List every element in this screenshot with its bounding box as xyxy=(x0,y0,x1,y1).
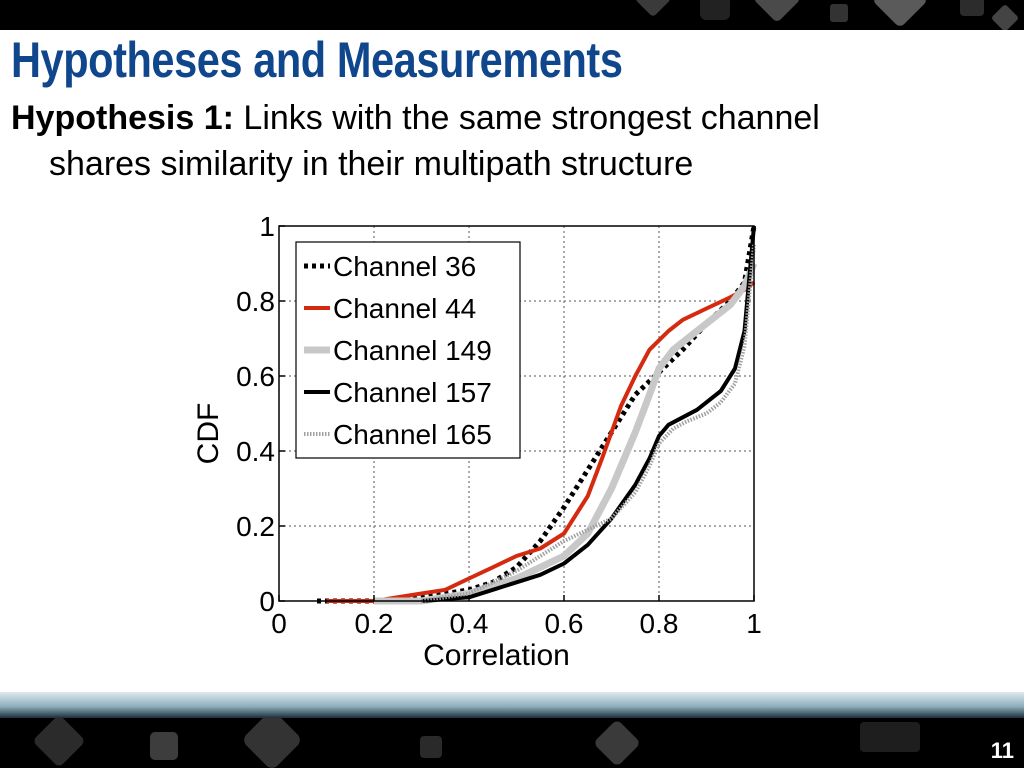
series-line-3 xyxy=(374,262,758,605)
legend-label-3: Channel 149 xyxy=(333,335,492,366)
y-tick-label: 0.2 xyxy=(236,511,275,542)
y-tick-label: 0.8 xyxy=(236,286,275,317)
y-tick-label: 0.4 xyxy=(236,436,275,467)
x-tick-label: 0.4 xyxy=(450,608,489,639)
y-axis-label: CDF xyxy=(192,403,225,465)
hypothesis-line-1: Links with the same strongest channel xyxy=(243,99,820,137)
slide-title: Hypotheses and Measurements xyxy=(11,32,623,88)
y-tick-label: 0 xyxy=(259,586,275,617)
legend-label-4: Channel 157 xyxy=(333,377,492,408)
hypothesis-text: Hypothesis 1: Links with the same strong… xyxy=(11,95,1001,187)
series-line-2 xyxy=(326,280,756,603)
y-tick-label: 1 xyxy=(259,211,275,242)
legend: Channel 36 Channel 44 Channel 149 Channel 1… xyxy=(295,241,521,459)
series-line-4 xyxy=(421,225,756,603)
x-tick-label: 0.2 xyxy=(355,608,394,639)
legend-box xyxy=(295,241,521,459)
bottom-glow-strip xyxy=(0,692,1024,718)
y-tick-label: 0.6 xyxy=(236,361,275,392)
x-axis-label: Correlation xyxy=(423,639,570,672)
hypothesis-label: Hypothesis 1: xyxy=(11,99,234,137)
cdf-chart: 0 0.2 0.4 0.6 0.8 1 0 0.2 0.4 0.6 0.8 1 Correlation C… xyxy=(192,211,762,672)
legend-label-2: Channel 44 xyxy=(333,293,476,324)
series-line-5 xyxy=(421,244,756,603)
axes-frame xyxy=(278,225,755,602)
x-tick-label: 1 xyxy=(746,608,762,639)
x-tick-label: 0.6 xyxy=(545,608,584,639)
legend-label-1: Channel 36 xyxy=(333,251,476,282)
legend-label-5: Channel 165 xyxy=(333,419,492,450)
hypothesis-line-2: shares similarity in their multipath str… xyxy=(49,145,694,183)
series-line-1 xyxy=(317,225,757,604)
top-decor-band xyxy=(0,0,1024,30)
x-tick-label: 0 xyxy=(271,608,287,639)
x-tick-label: 0.8 xyxy=(640,608,679,639)
slide-number: 11 xyxy=(990,738,1014,763)
